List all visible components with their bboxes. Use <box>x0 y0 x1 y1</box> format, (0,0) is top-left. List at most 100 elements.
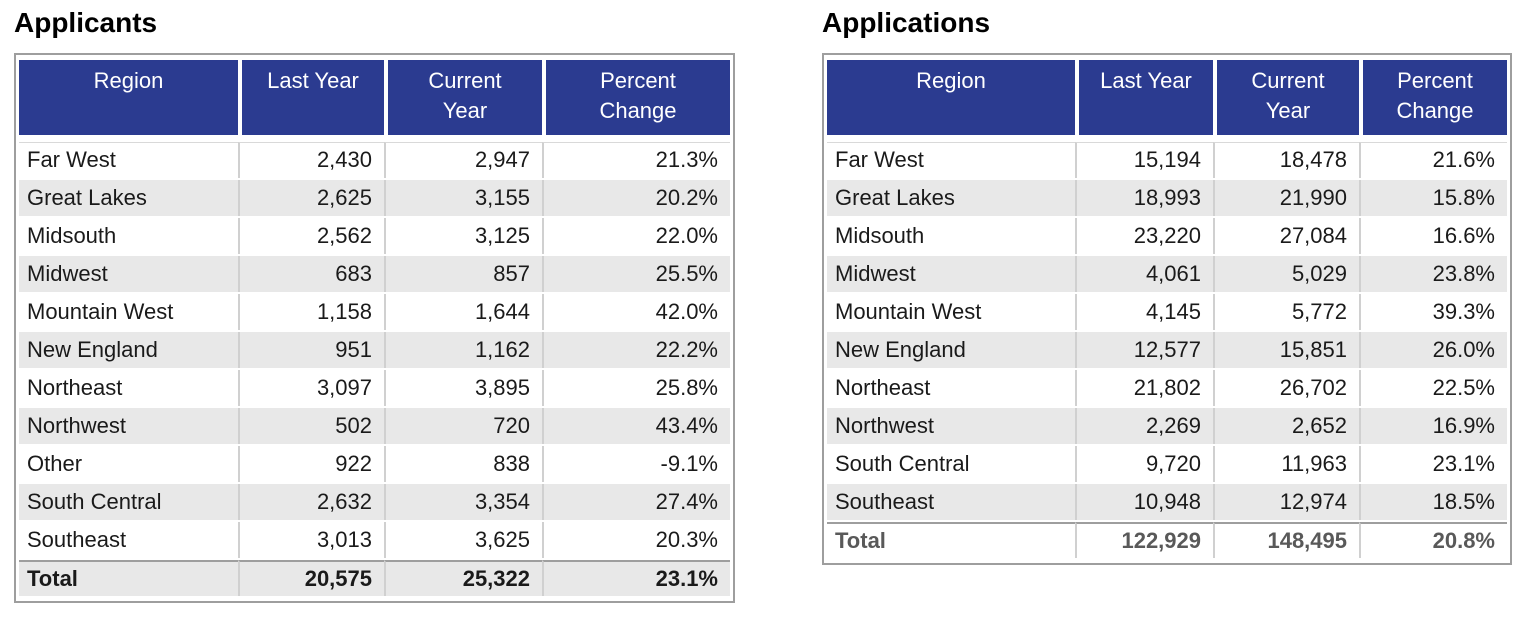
value-cell: 838 <box>384 446 542 482</box>
table-row: Midsouth 23,220 27,084 16.6% <box>827 218 1507 254</box>
column-header-percent: Percent Change <box>1359 60 1507 140</box>
region-cell: Great Lakes <box>19 180 238 216</box>
value-cell: 20.2% <box>542 180 730 216</box>
applicants-table: Region Last Year Current Year Percent Chang… <box>19 58 730 598</box>
value-cell: 922 <box>238 446 384 482</box>
table-row: Far West 15,194 18,478 21.6% <box>827 142 1507 178</box>
value-cell: 27,084 <box>1213 218 1359 254</box>
value-cell: 21.6% <box>1359 142 1507 178</box>
value-cell: 10,948 <box>1075 484 1213 520</box>
value-cell: 3,895 <box>384 370 542 406</box>
value-cell: 18,478 <box>1213 142 1359 178</box>
region-cell: Midwest <box>827 256 1075 292</box>
value-cell: 857 <box>384 256 542 292</box>
value-cell: 15.8% <box>1359 180 1507 216</box>
value-cell: 22.2% <box>542 332 730 368</box>
table-row: Northwest 2,269 2,652 16.9% <box>827 408 1507 444</box>
region-cell: Northwest <box>827 408 1075 444</box>
total-row: Total 122,929 148,495 20.8% <box>827 522 1507 558</box>
region-cell: Far West <box>19 142 238 178</box>
table-row: Mountain West 4,145 5,772 39.3% <box>827 294 1507 330</box>
table-row: Far West 2,430 2,947 21.3% <box>19 142 730 178</box>
value-cell: 2,562 <box>238 218 384 254</box>
value-cell: 2,269 <box>1075 408 1213 444</box>
table-row: Northwest 502 720 43.4% <box>19 408 730 444</box>
value-cell: 4,145 <box>1075 294 1213 330</box>
value-cell: 2,430 <box>238 142 384 178</box>
value-cell: 1,162 <box>384 332 542 368</box>
column-header-region: Region <box>19 60 238 140</box>
header-row: Region Last Year Current Year Percent Chang… <box>827 60 1507 140</box>
region-cell: Mountain West <box>827 294 1075 330</box>
value-cell: 23.8% <box>1359 256 1507 292</box>
region-cell: South Central <box>19 484 238 520</box>
value-cell: 2,652 <box>1213 408 1359 444</box>
region-cell: New England <box>19 332 238 368</box>
value-cell: 42.0% <box>542 294 730 330</box>
region-cell: South Central <box>827 446 1075 482</box>
table-row: Great Lakes 2,625 3,155 20.2% <box>19 180 730 216</box>
value-cell: -9.1% <box>542 446 730 482</box>
value-cell: 18.5% <box>1359 484 1507 520</box>
region-cell: Far West <box>827 142 1075 178</box>
total-value-cell: 20.8% <box>1359 522 1507 558</box>
value-cell: 3,625 <box>384 522 542 558</box>
applicants-section: Applicants Region Last Year Current Year Pe… <box>14 8 735 603</box>
applications-section: Applications Region Last Year Current Year… <box>822 8 1512 565</box>
value-cell: 25.5% <box>542 256 730 292</box>
value-cell: 16.6% <box>1359 218 1507 254</box>
value-cell: 22.5% <box>1359 370 1507 406</box>
total-value-cell: 20,575 <box>238 560 384 596</box>
column-header-current: Current Year <box>1213 60 1359 140</box>
value-cell: 4,061 <box>1075 256 1213 292</box>
column-header-current: Current Year <box>384 60 542 140</box>
value-cell: 27.4% <box>542 484 730 520</box>
table-row: Northeast 3,097 3,895 25.8% <box>19 370 730 406</box>
table-row: Mountain West 1,158 1,644 42.0% <box>19 294 730 330</box>
value-cell: 11,963 <box>1213 446 1359 482</box>
value-cell: 720 <box>384 408 542 444</box>
table-row: Midsouth 2,562 3,125 22.0% <box>19 218 730 254</box>
value-cell: 1,158 <box>238 294 384 330</box>
region-cell: Midsouth <box>19 218 238 254</box>
total-label-cell: Total <box>19 560 238 596</box>
region-cell: Midwest <box>19 256 238 292</box>
value-cell: 12,974 <box>1213 484 1359 520</box>
total-value-cell: 122,929 <box>1075 522 1213 558</box>
total-row: Total 20,575 25,322 23.1% <box>19 560 730 596</box>
header-row: Region Last Year Current Year Percent Chang… <box>19 60 730 140</box>
value-cell: 26.0% <box>1359 332 1507 368</box>
table-row: Northeast 21,802 26,702 22.5% <box>827 370 1507 406</box>
value-cell: 26,702 <box>1213 370 1359 406</box>
value-cell: 2,625 <box>238 180 384 216</box>
value-cell: 502 <box>238 408 384 444</box>
region-cell: Mountain West <box>19 294 238 330</box>
table-row: Midwest 4,061 5,029 23.8% <box>827 256 1507 292</box>
table-row: South Central 9,720 11,963 23.1% <box>827 446 1507 482</box>
table-title-applications: Applications <box>822 7 991 38</box>
value-cell: 21,802 <box>1075 370 1213 406</box>
total-value-cell: 23.1% <box>542 560 730 596</box>
value-cell: 15,194 <box>1075 142 1213 178</box>
applicants-table-frame: Region Last Year Current Year Percent Chang… <box>14 53 735 603</box>
value-cell: 3,013 <box>238 522 384 558</box>
table-row: New England 951 1,162 22.2% <box>19 332 730 368</box>
total-value-cell: 148,495 <box>1213 522 1359 558</box>
column-header-region: Region <box>827 60 1075 140</box>
value-cell: 2,947 <box>384 142 542 178</box>
value-cell: 22.0% <box>542 218 730 254</box>
table-row: Southeast 10,948 12,974 18.5% <box>827 484 1507 520</box>
value-cell: 21.3% <box>542 142 730 178</box>
value-cell: 5,772 <box>1213 294 1359 330</box>
region-cell: Great Lakes <box>827 180 1075 216</box>
table-row: Great Lakes 18,993 21,990 15.8% <box>827 180 1507 216</box>
applications-table-frame: Region Last Year Current Year Percent Chang… <box>822 53 1512 565</box>
value-cell: 15,851 <box>1213 332 1359 368</box>
value-cell: 23,220 <box>1075 218 1213 254</box>
table-row: Other 922 838 -9.1% <box>19 446 730 482</box>
column-header-last-year: Last Year <box>238 60 384 140</box>
region-cell: Northwest <box>19 408 238 444</box>
value-cell: 3,155 <box>384 180 542 216</box>
value-cell: 3,097 <box>238 370 384 406</box>
